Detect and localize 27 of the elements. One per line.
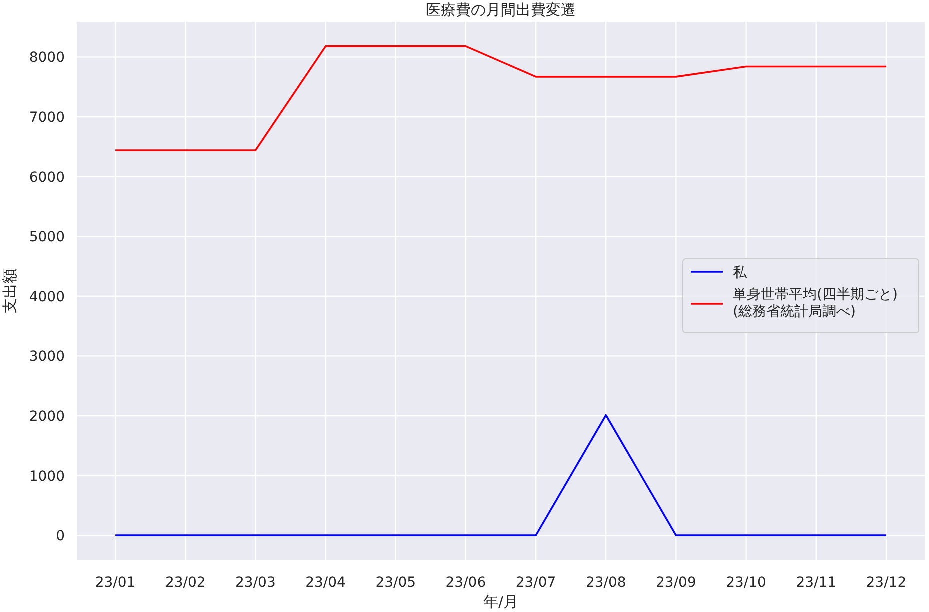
x-tick-label: 23/07	[516, 575, 556, 591]
y-tick-label: 8000	[29, 50, 65, 66]
x-axis-title: 年/月	[483, 593, 519, 611]
x-tick-label: 23/01	[95, 575, 136, 591]
y-tick-label: 3000	[29, 349, 65, 366]
chart-title: 医療費の月間出費変遷	[426, 1, 576, 19]
y-tick-label: 7000	[29, 110, 65, 126]
x-tick-label: 23/03	[236, 575, 276, 591]
line-series	[114, 46, 888, 152]
x-tick-label: 23/08	[586, 575, 626, 591]
x-tick-label: 23/02	[165, 575, 206, 591]
x-tick-label: 23/05	[376, 575, 416, 591]
legend-label: 単身世帯平均(四半期ごと) (総務省統計局調べ)	[733, 287, 898, 320]
legend-label: 私	[733, 265, 748, 281]
x-tick-label: 23/06	[446, 575, 486, 591]
y-axis-title: 支出額	[1, 268, 19, 314]
y-tick-label: 2000	[29, 408, 65, 425]
y-tick-label: 0	[56, 528, 65, 545]
x-tick-label: 23/12	[866, 575, 907, 591]
y-tick-label: 6000	[29, 170, 65, 186]
y-tick-label: 5000	[29, 230, 65, 246]
x-tick-label: 23/04	[306, 575, 346, 591]
y-tick-label: 1000	[29, 468, 65, 485]
x-tick-label: 23/11	[796, 575, 837, 591]
y-tick-label: 4000	[29, 289, 65, 306]
x-tick-label: 23/09	[656, 575, 696, 591]
x-tick-label: 23/10	[726, 575, 766, 591]
